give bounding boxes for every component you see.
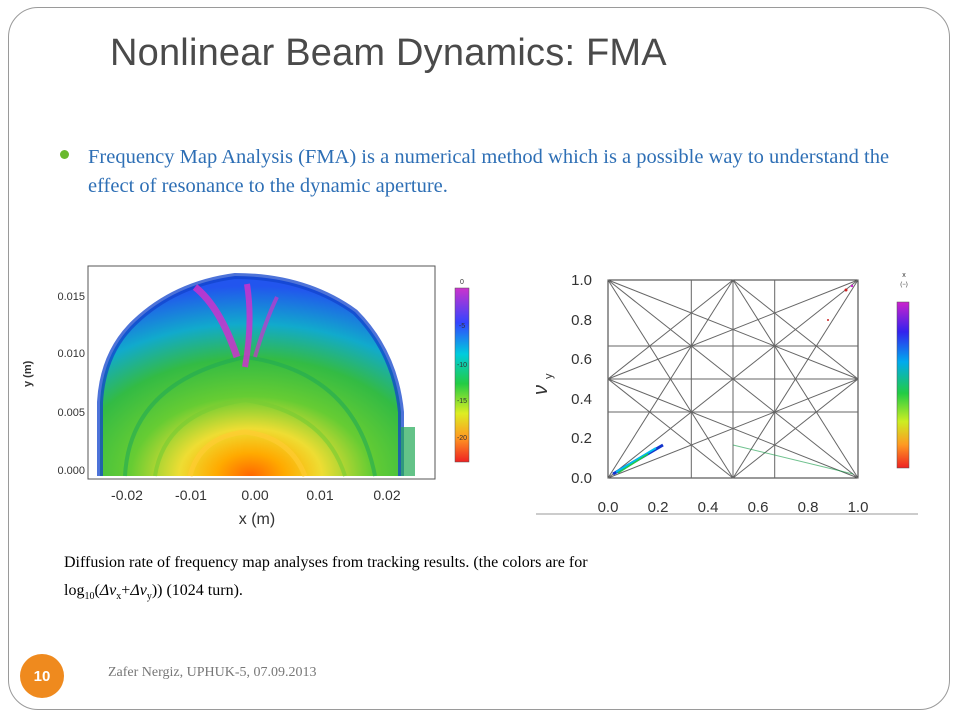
tune-points [612, 284, 854, 476]
y-tick-label: 0.015 [57, 291, 85, 303]
y-tick-label: 0.2 [571, 430, 592, 447]
colorbar-subtitle: (−) [900, 282, 908, 288]
bullet-dot [60, 150, 69, 159]
y-axis-label: ν y [530, 373, 555, 395]
svg-text:ν: ν [530, 385, 552, 395]
colorbar-tick-label: 0 [460, 279, 464, 286]
x-tick-label: 0.0 [598, 499, 619, 516]
colorbar [896, 301, 910, 469]
footer-text: Zafer Nergiz, UPHUK-5, 07.09.2013 [108, 665, 317, 680]
resonance-streak [253, 296, 279, 358]
bullet-text: Frequency Map Analysis (FMA) is a numeri… [88, 146, 890, 197]
y-tick-label: 0.8 [571, 312, 592, 329]
x-tick-label: 0.6 [748, 499, 769, 516]
y-tick-label: 0.0 [571, 470, 592, 487]
fma-xy-chart: 0.000 0.005 0.010 0.015 y (m) -0.02 -0.0… [22, 265, 470, 528]
y-tick-label: 0.005 [57, 407, 85, 419]
x-ticks: -0.02 -0.01 0.00 0.01 0.02 [111, 487, 401, 503]
caption-line-1: Diffusion rate of frequency map analyses… [64, 554, 588, 571]
y-tick-label: 1.0 [571, 272, 592, 289]
x-tick-label: 0.8 [798, 499, 819, 516]
slide-title: Nonlinear Beam Dynamics: FMA [110, 32, 667, 74]
y-tick-label: 0.000 [57, 465, 85, 477]
x-axis-label: x (m) [239, 511, 275, 528]
resonance-lines [607, 279, 859, 479]
x-tick-label: 0.02 [373, 487, 400, 503]
x-tick-label: -0.02 [111, 487, 143, 503]
inner-arc [187, 429, 308, 477]
page-number-badge: 10 [20, 654, 64, 698]
colorbar-title: x [902, 272, 906, 279]
x-tick-label: 1.0 [848, 499, 869, 516]
resonance-streak [192, 284, 241, 359]
inner-arc [153, 397, 347, 477]
x-ticks: 0.0 0.2 0.4 0.6 0.8 1.0 [598, 499, 869, 516]
tune-diagram-chart: 0.0 0.2 0.4 0.6 0.8 1.0 ν y 0.0 0.2 0.4 … [530, 272, 918, 516]
svg-text:y: y [543, 373, 555, 379]
edge-notch [401, 427, 415, 476]
colorbar-tick-label: -15 [457, 398, 467, 405]
x-tick-label: 0.00 [241, 487, 268, 503]
x-tick-label: -0.01 [175, 487, 207, 503]
colorbar-tick-label: -20 [457, 435, 467, 442]
y-axis-label: y (m) [22, 360, 34, 387]
colorbar-tick-label: -5 [459, 323, 465, 330]
caption-line-2: log10(Δνx+Δνy)) (1024 turn). [64, 582, 243, 603]
x-tick-label: 0.4 [698, 499, 719, 516]
x-tick-label: 0.01 [306, 487, 333, 503]
figure-caption: Diffusion rate of frequency map analyses… [64, 549, 824, 611]
y-ticks: 0.0 0.2 0.4 0.6 0.8 1.0 [571, 272, 592, 487]
heat-region [100, 276, 401, 476]
resonance-streak [242, 283, 253, 368]
y-tick-label: 0.4 [571, 391, 592, 408]
y-tick-label: 0.6 [571, 351, 592, 368]
colorbar [454, 287, 470, 463]
y-ticks: 0.000 0.005 0.010 0.015 [57, 291, 85, 477]
x-tick-label: 0.2 [648, 499, 669, 516]
outer-fringe [97, 272, 404, 476]
y-tick-label: 0.010 [57, 348, 85, 360]
colorbar-ticks: 0 -5 -10 -15 -20 [457, 279, 467, 442]
colorbar-tick-label: -10 [457, 362, 467, 369]
